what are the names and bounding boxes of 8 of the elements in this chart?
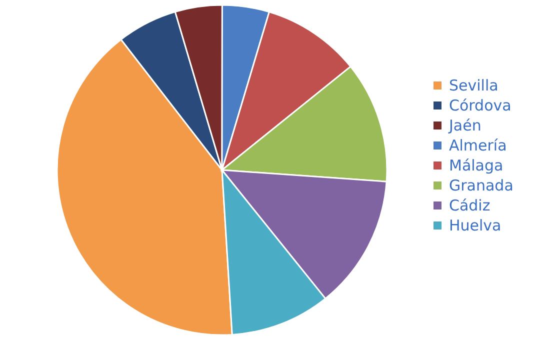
legend-label: Sevilla (449, 76, 498, 94)
legend-label: Almería (449, 136, 507, 154)
legend-label: Málaga (449, 156, 504, 174)
legend-label: Jaén (448, 116, 482, 134)
legend-label: Córdova (449, 96, 512, 114)
legend-label: Huelva (449, 216, 502, 234)
legend-label: Granada (449, 176, 514, 194)
legend-label: Cádiz (449, 196, 490, 214)
